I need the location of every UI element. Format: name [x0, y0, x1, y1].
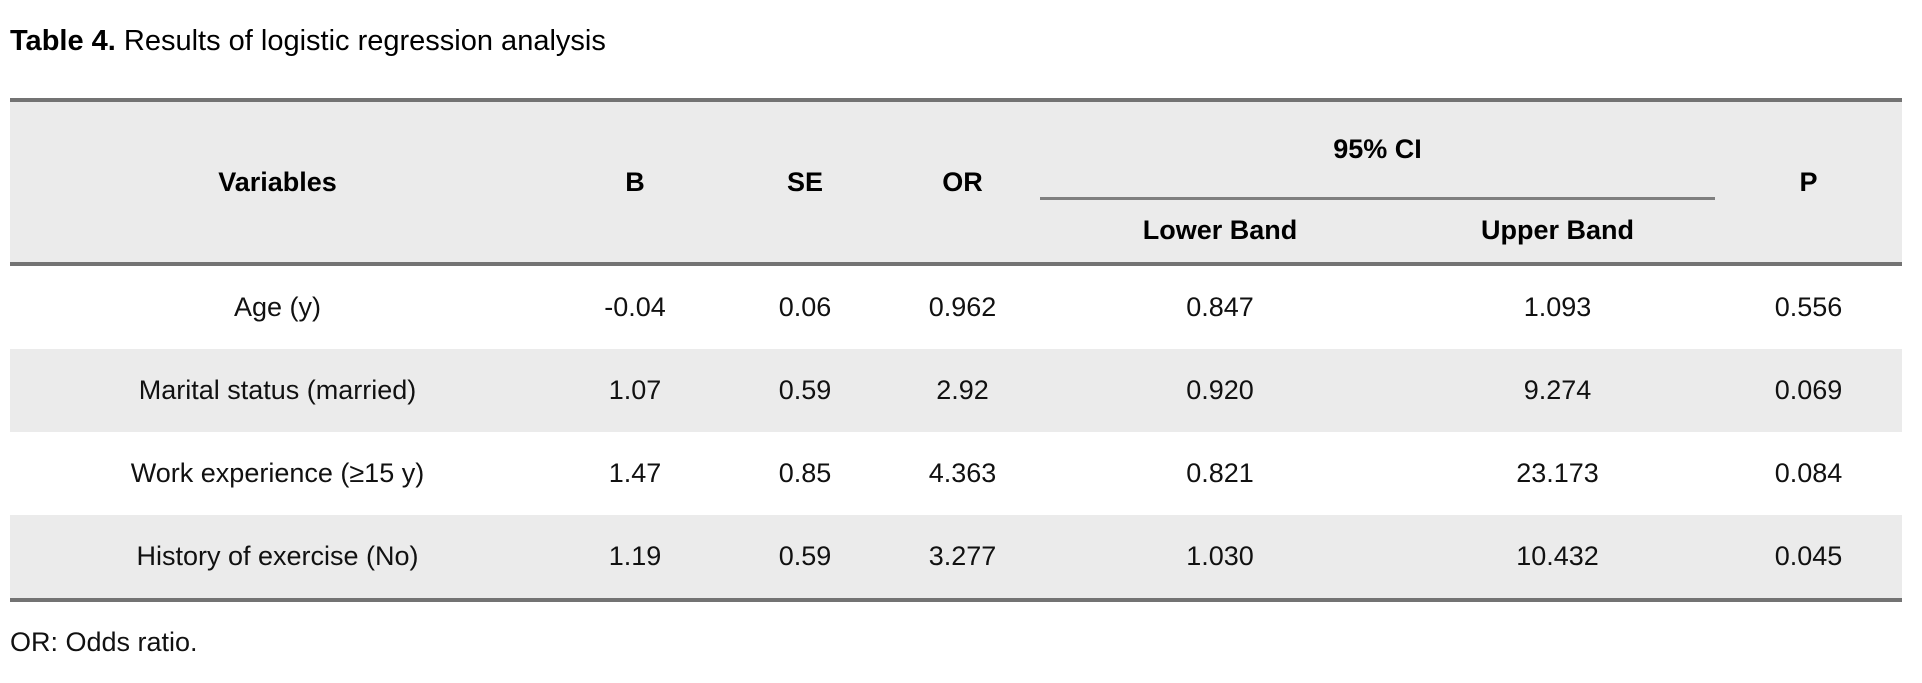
or-cell: 2.92: [936, 375, 989, 405]
logistic-regression-table: Variables B SE OR 95% CI P Lower Band Up…: [10, 98, 1903, 602]
table-row-marital-status: Marital status (married) 1.07 0.59 2.92 …: [10, 349, 1903, 432]
se-cell: 0.85: [778, 458, 832, 488]
table-row-history-of-exercise: History of exercise (No) 1.19 0.59 3.277…: [10, 515, 1903, 600]
or-cell: 3.277: [928, 541, 997, 571]
header-se: SE: [786, 166, 824, 197]
table-title-label: Table 4.: [10, 25, 116, 57]
table-row-work-experience: Work experience (≥15 y) 1.47 0.85 4.363 …: [10, 432, 1903, 515]
or-cell: 4.363: [928, 458, 997, 488]
header-ci-lower: Lower Band: [1142, 215, 1298, 246]
header-variables: Variables: [218, 166, 337, 197]
p-cell: 0.556: [1774, 292, 1843, 322]
p-cell: 0.084: [1774, 458, 1843, 488]
ci-lower-cell: 0.821: [1186, 458, 1254, 488]
b-cell: -0.04: [604, 292, 666, 322]
or-cell: 0.962: [928, 292, 997, 322]
header-ci-group: 95% CI: [1040, 100, 1716, 200]
ci-upper-cell: 23.173: [1516, 458, 1599, 488]
b-cell: 1.47: [608, 458, 662, 488]
ci-lower-cell: 0.847: [1186, 292, 1254, 322]
se-cell: 0.59: [778, 541, 832, 571]
se-cell: 0.06: [778, 292, 832, 322]
variable-cell: Age (y): [233, 292, 322, 322]
header-b: B: [625, 166, 645, 197]
ci-upper-cell: 10.432: [1516, 541, 1599, 571]
ci-lower-cell: 0.920: [1186, 375, 1254, 405]
header-ci-upper: Upper Band: [1481, 215, 1635, 246]
b-cell: 1.19: [608, 541, 662, 571]
table-title-text: Results of logistic regression analysis: [123, 25, 606, 57]
table-footnote: OR: Odds ratio.: [10, 627, 198, 657]
ci-lower-cell: 1.030: [1186, 541, 1254, 571]
p-cell: 0.069: [1774, 375, 1843, 405]
ci-upper-cell: 1.093: [1523, 292, 1592, 322]
table-title: Table 4. Results of logistic regression …: [10, 22, 1922, 60]
table-body: Age (y) -0.04 0.06 0.962 0.847 1.093 0.5…: [10, 264, 1903, 600]
header-row-bottom: Lower Band Upper Band: [10, 198, 1902, 264]
header-row-top: Variables B SE OR 95% CI P: [10, 100, 1902, 200]
se-cell: 0.59: [778, 375, 832, 405]
b-cell: 1.07: [608, 375, 662, 405]
ci-upper-cell: 9.274: [1523, 375, 1592, 405]
variable-cell: History of exercise (No): [136, 541, 419, 571]
table-header: Variables B SE OR 95% CI P Lower Band Up…: [10, 100, 1903, 264]
header-p: P: [1799, 166, 1818, 197]
variable-cell: Marital status (married): [138, 375, 417, 405]
p-cell: 0.045: [1774, 541, 1843, 571]
header-or: OR: [942, 166, 983, 197]
variable-cell: Work experience (≥15 y): [130, 458, 425, 488]
table-row-age: Age (y) -0.04 0.06 0.962 0.847 1.093 0.5…: [10, 264, 1903, 349]
